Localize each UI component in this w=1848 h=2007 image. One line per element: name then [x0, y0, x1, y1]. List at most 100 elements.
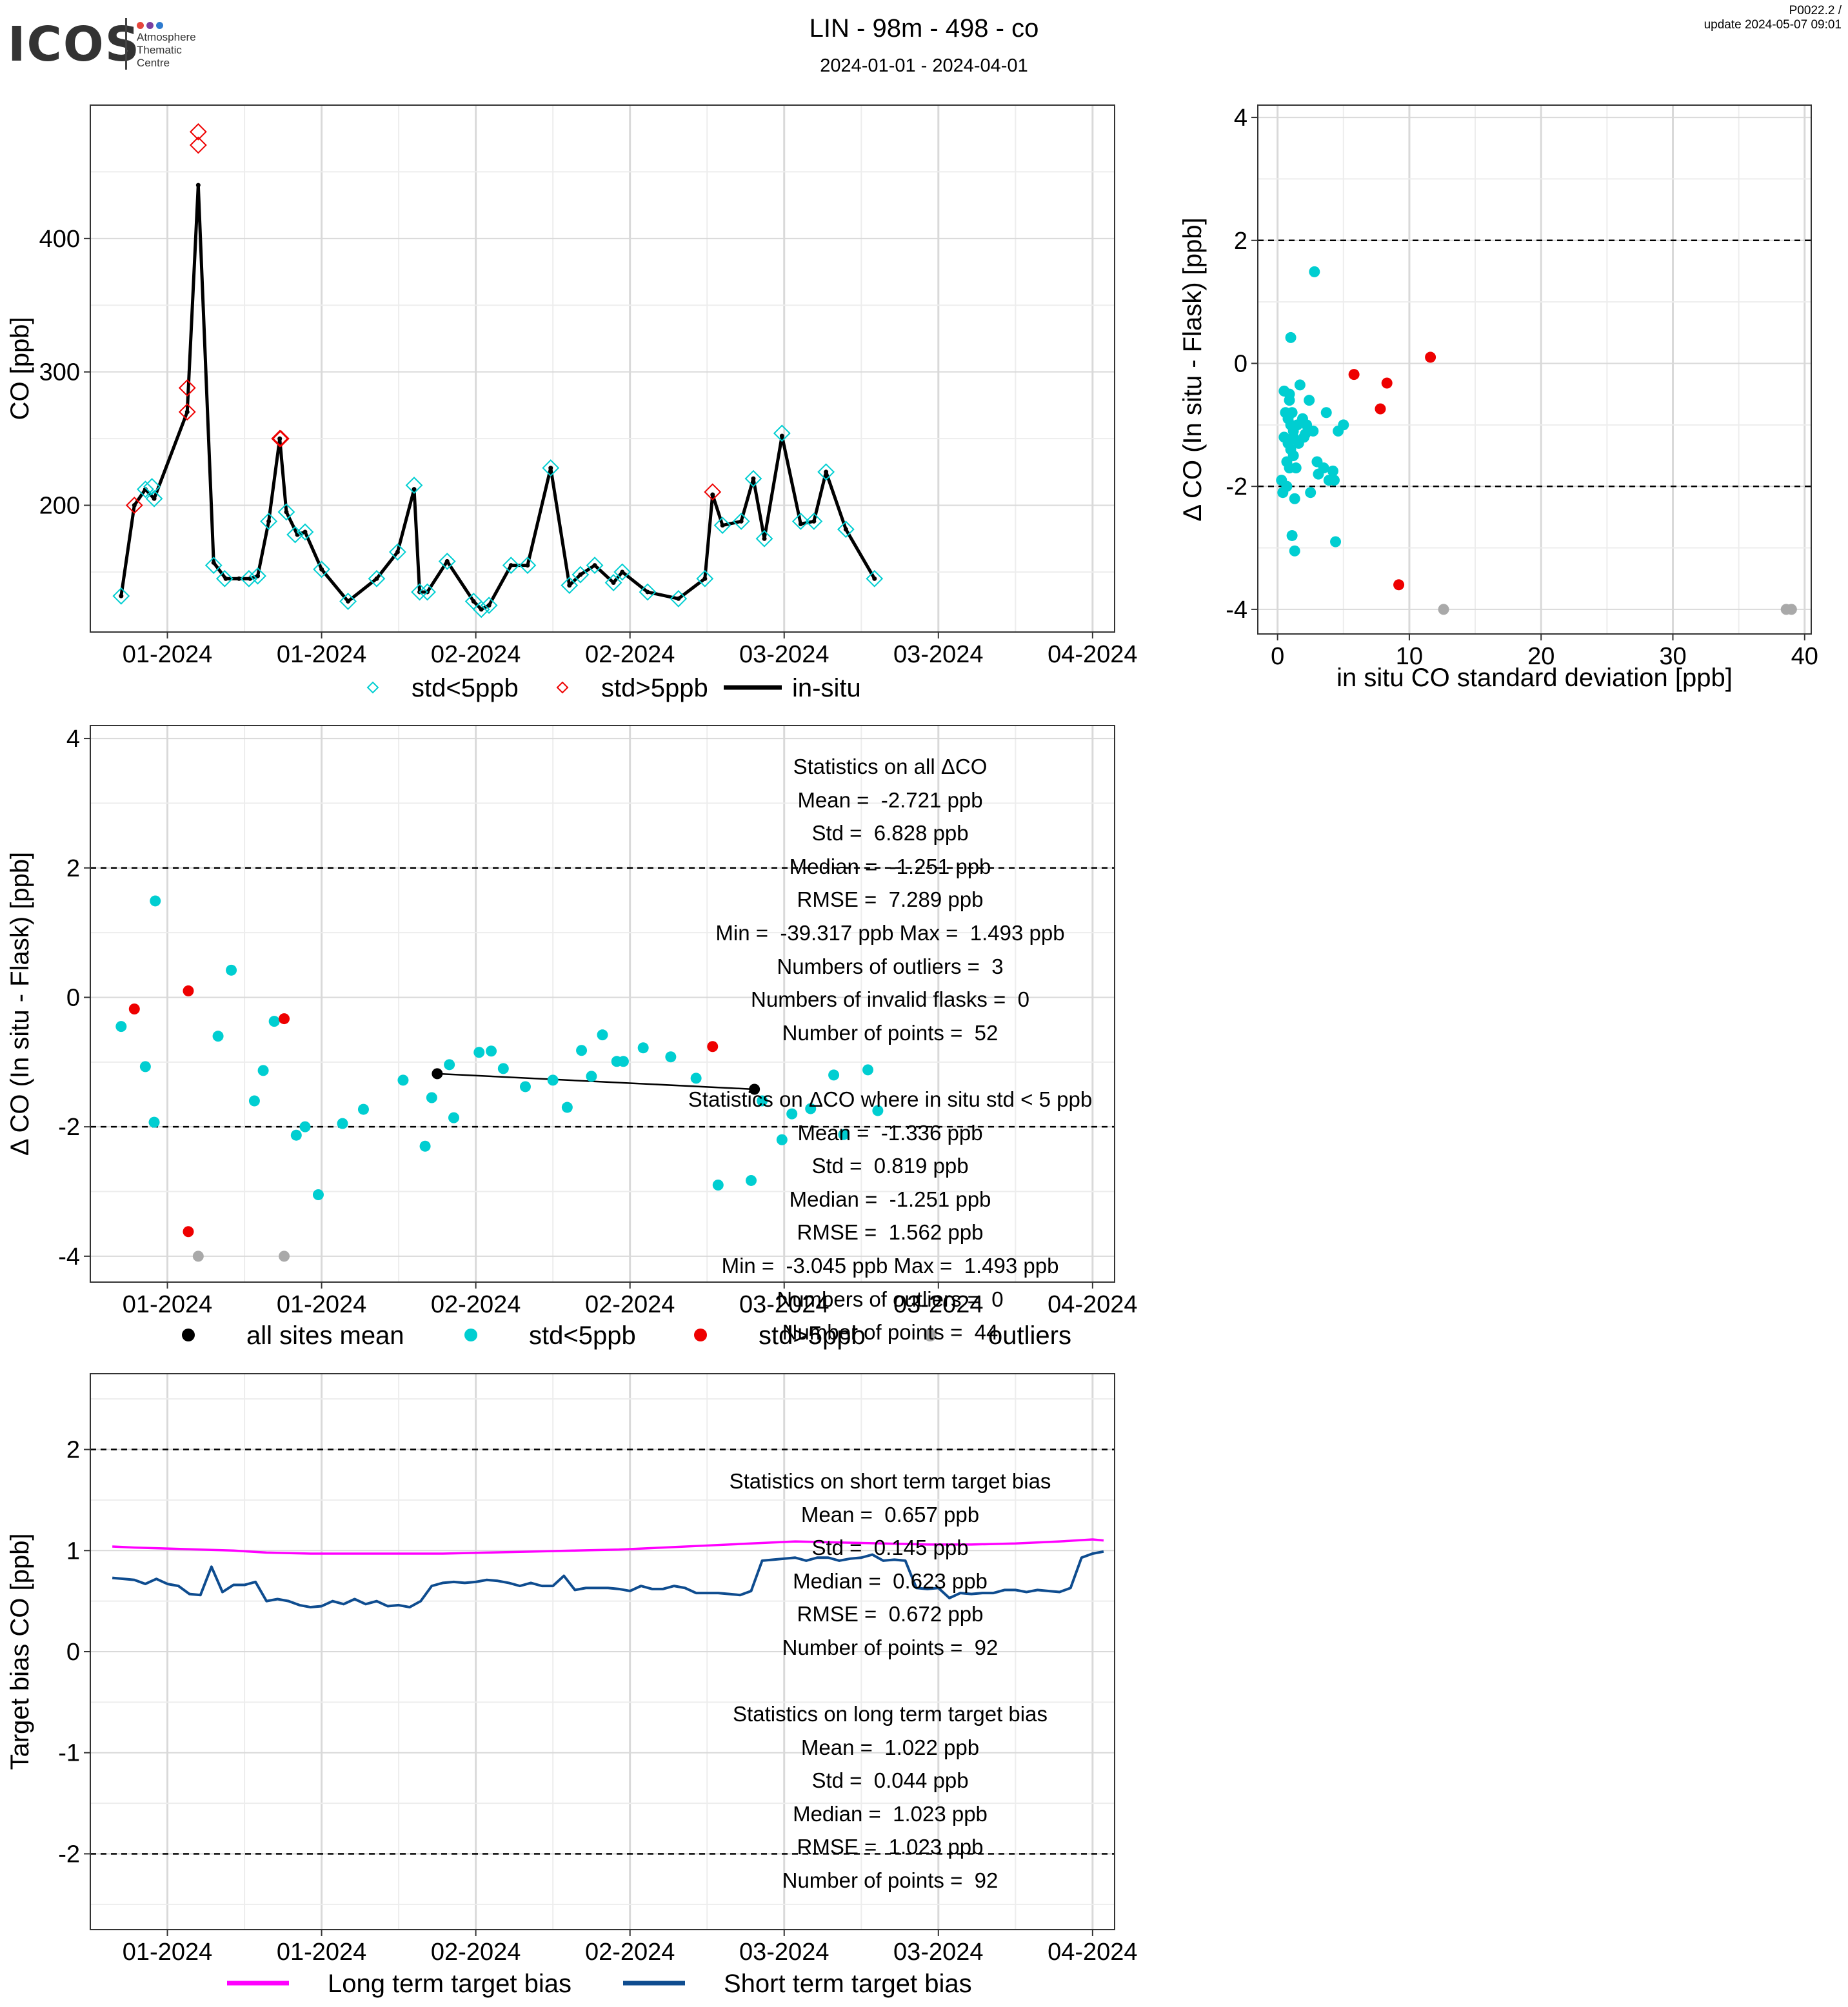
x-tick-label: 01-2024 — [277, 1939, 366, 1966]
x-tick-label: 02-2024 — [431, 1939, 521, 1966]
point-std-lt5 — [257, 1065, 269, 1076]
point-std-lt5 — [805, 1103, 817, 1114]
insitu-point — [710, 492, 715, 497]
x-tick-label: 01-2024 — [123, 1939, 212, 1966]
stats-outliers: Numbers of outliers = 3 — [777, 954, 1004, 978]
diamond-std-lt5 — [791, 512, 810, 530]
point-std-lt5 — [828, 1069, 840, 1081]
scatter-point-std-lt5 — [1320, 407, 1332, 419]
diamond-std-lt5 — [755, 529, 773, 548]
legend-label: all sites mean — [246, 1321, 404, 1350]
diamond-std-gt5 — [272, 430, 290, 448]
scatter-point-std-lt5 — [1290, 462, 1302, 474]
x-tick-label: 30 — [1659, 643, 1686, 670]
insitu-point — [751, 476, 756, 481]
insitu-point — [762, 536, 767, 541]
scatter-point-std-gt5 — [1425, 351, 1436, 363]
diamond-std-lt5 — [866, 569, 884, 588]
y-tick-label: -2 — [58, 1841, 80, 1868]
point-std-lt5 — [712, 1179, 724, 1191]
point-std-lt5 — [617, 1056, 629, 1067]
point-std-lt5 — [290, 1129, 302, 1141]
point-std-lt5 — [312, 1189, 324, 1201]
x-tick-label: 40 — [1791, 643, 1818, 670]
point-std-lt5 — [268, 1016, 280, 1027]
diamond-std-lt5 — [502, 557, 520, 574]
scatter-point-std-lt5 — [1287, 431, 1299, 443]
insitu-point — [811, 519, 817, 524]
insitu-point — [346, 598, 351, 604]
point-std-lt5 — [497, 1063, 509, 1074]
diamond-std-lt5 — [837, 520, 855, 539]
logo-line: Thematic — [137, 44, 182, 56]
insitu-point — [798, 521, 803, 526]
diamond-std-lt5 — [732, 512, 750, 530]
point-std-lt5 — [862, 1064, 874, 1076]
point-std-lt5 — [473, 1047, 485, 1058]
diamond-std-lt5 — [215, 569, 233, 588]
y-tick-label: 2 — [1234, 228, 1247, 255]
insitu-point — [872, 576, 877, 581]
diamond-std-gt5 — [704, 483, 722, 501]
diamond-std-lt5 — [542, 459, 560, 477]
stats-invalid: Numbers of invalid flasks = 0 — [751, 987, 1029, 1012]
x-tick-label: 0 — [1271, 643, 1284, 670]
y-tick-label: 4 — [66, 726, 80, 753]
insitu-point — [567, 583, 572, 588]
point-std-lt5 — [547, 1074, 559, 1086]
x-tick-label: 04-2024 — [1048, 1291, 1137, 1318]
point-std-lt5 — [746, 1174, 757, 1186]
stats-mean: Mean = -2.721 ppb — [797, 787, 983, 812]
legend-label: std<5ppb — [529, 1321, 636, 1350]
insitu-point — [479, 607, 484, 612]
diamond-std-lt5 — [240, 569, 258, 588]
insitu-point — [739, 519, 744, 524]
logo-divider — [125, 18, 127, 70]
stats-rmse: RMSE = 1.562 ppb — [797, 1220, 984, 1245]
point-std-lt5 — [444, 1059, 455, 1071]
diamond-std-gt5 — [189, 123, 207, 141]
diamond-std-lt5 — [713, 517, 731, 534]
point-std-lt5 — [872, 1105, 884, 1116]
point-std-lt5 — [115, 1021, 127, 1033]
version-info: P0022.2 / update 2024-05-07 09:01 — [1704, 4, 1842, 32]
scatter-point-std-lt5 — [1328, 475, 1340, 486]
scatter-point-std-lt5 — [1307, 425, 1319, 437]
diamond-std-lt5 — [260, 512, 278, 530]
y-tick-label: 0 — [1234, 350, 1247, 377]
stats-title: Statistics on short term target bias — [729, 1469, 1051, 1493]
point-std-lt5 — [448, 1112, 459, 1123]
x-tick-label: 03-2024 — [893, 641, 983, 668]
stats-rmse: RMSE = 0.672 ppb — [797, 1602, 984, 1626]
mean-line — [437, 1073, 755, 1091]
insitu-point — [119, 593, 124, 598]
y-tick-label: 4 — [1234, 104, 1247, 132]
mean-point — [432, 1068, 443, 1080]
stats-std: Std = 0.819 ppb — [811, 1154, 969, 1178]
scatter-point-std-gt5 — [1393, 579, 1405, 591]
legend-key-outliers — [924, 1329, 937, 1341]
scatter-point-outlier — [1785, 604, 1797, 615]
logo-line: Centre — [137, 57, 170, 69]
point-std-lt5 — [150, 895, 161, 907]
y-tick-label: 200 — [39, 493, 80, 520]
page-title: LIN - 98m - 498 - co — [809, 14, 1039, 43]
stats-median: Median = 1.023 ppb — [793, 1801, 988, 1826]
point-std-gt5 — [128, 1004, 140, 1015]
insitu-point — [255, 573, 261, 578]
insitu-point — [374, 576, 379, 581]
point-std-lt5 — [576, 1045, 588, 1056]
x-tick-label: 01-2024 — [123, 641, 212, 668]
stats-npoints: Number of points = 52 — [782, 1020, 999, 1045]
scatter-point-std-lt5 — [1318, 462, 1329, 474]
diamond-std-lt5 — [313, 560, 330, 578]
diamond-std-gt5 — [125, 497, 143, 514]
stats-rmse: RMSE = 7.289 ppb — [797, 887, 984, 912]
insitu-point — [592, 563, 597, 568]
point-std-lt5 — [212, 1031, 224, 1042]
stats-long-term: Statistics on long term target bias Mean… — [600, 1697, 1180, 1897]
insitu-point — [412, 487, 417, 492]
y-tick-label: 400 — [39, 226, 80, 253]
y-axis-label: Target bias CO [ppb] — [6, 1534, 34, 1770]
diamond-std-lt5 — [411, 583, 428, 601]
